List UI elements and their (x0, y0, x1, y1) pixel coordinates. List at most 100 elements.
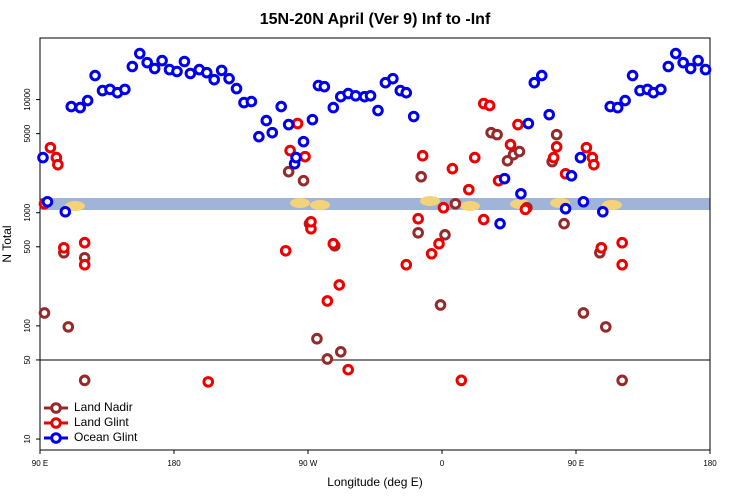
band-blob (460, 201, 480, 211)
point (483, 99, 496, 112)
point (253, 130, 265, 143)
point (574, 151, 587, 164)
point (133, 47, 146, 60)
point (119, 83, 131, 96)
point (89, 69, 101, 82)
point (290, 151, 302, 164)
band-blob (420, 196, 440, 206)
point (577, 195, 590, 208)
point (616, 374, 628, 387)
point (425, 247, 438, 260)
point (41, 195, 54, 208)
y-tick-label: 10 (23, 434, 32, 443)
point (230, 82, 243, 95)
x-tick-label: 180 (167, 459, 181, 468)
point (599, 321, 612, 333)
y-tick-label: 1000 (23, 203, 32, 221)
point (692, 54, 704, 67)
point (662, 60, 675, 73)
legend-marker (50, 402, 62, 414)
point (321, 295, 334, 307)
point (141, 56, 153, 69)
point (494, 217, 506, 230)
point (477, 213, 490, 226)
point (684, 62, 697, 75)
point (498, 172, 511, 185)
point (208, 73, 220, 86)
point (223, 72, 235, 85)
point (65, 100, 78, 113)
x-tick-label: 0 (440, 459, 445, 468)
point (439, 229, 451, 241)
point (616, 258, 628, 271)
point (284, 144, 296, 157)
point (550, 141, 563, 153)
point (415, 170, 427, 183)
point (655, 83, 667, 96)
point (52, 158, 64, 171)
point (446, 162, 459, 175)
point (595, 241, 608, 254)
point (260, 114, 273, 127)
point (62, 321, 75, 333)
y-tick-label: 100 (23, 319, 32, 333)
y-tick-label: 5000 (23, 124, 32, 142)
point (577, 307, 590, 319)
point (522, 117, 535, 130)
point (44, 141, 57, 154)
point (387, 72, 399, 85)
point (699, 63, 712, 76)
point (202, 376, 215, 388)
point (78, 236, 91, 249)
point (58, 241, 70, 254)
point (400, 86, 413, 99)
point (626, 69, 639, 82)
point (156, 54, 168, 67)
point (412, 226, 424, 239)
point (321, 353, 334, 365)
point (449, 197, 462, 210)
point (311, 332, 323, 345)
band (40, 198, 710, 210)
point (412, 212, 424, 225)
point (468, 151, 481, 164)
legend-label: Ocean Glint (74, 430, 138, 444)
y-tick-label: 10000 (23, 88, 32, 111)
x-tick-label: 90 E (568, 459, 584, 468)
point (184, 67, 197, 80)
point (349, 89, 362, 102)
point (550, 128, 563, 141)
point (535, 69, 548, 82)
point (266, 126, 279, 139)
point (434, 299, 447, 311)
point (327, 101, 340, 114)
point (528, 76, 541, 89)
legend-label: Land Nadir (74, 400, 133, 414)
point (455, 374, 468, 387)
plot-frame (39, 37, 711, 451)
point (245, 95, 258, 108)
point (171, 65, 183, 78)
point (275, 100, 288, 113)
legend-marker (50, 417, 62, 429)
point (299, 150, 311, 163)
chart-title: 15N-20N April (Ver 9) Inf to -Inf (260, 11, 491, 28)
point (559, 202, 572, 215)
point (372, 104, 384, 117)
point (126, 60, 139, 73)
point (416, 149, 429, 162)
point (565, 169, 578, 182)
point (291, 117, 304, 130)
point (333, 279, 346, 291)
point (279, 244, 292, 257)
point (148, 62, 161, 75)
band-blob (310, 200, 330, 210)
point (78, 374, 91, 387)
point (519, 203, 532, 216)
x-axis-label: Longitude (deg E) (327, 475, 422, 489)
point (547, 151, 560, 164)
point (37, 151, 49, 164)
point (364, 89, 377, 102)
y-tick-label: 50 (23, 355, 32, 364)
